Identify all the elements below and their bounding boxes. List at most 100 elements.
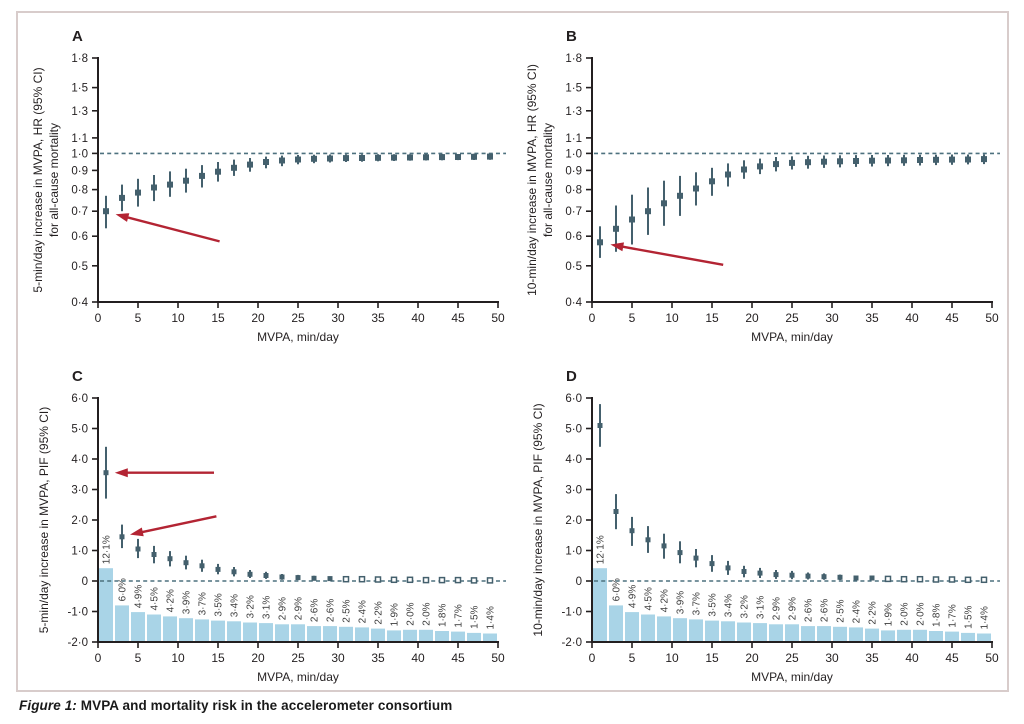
- point-marker: [805, 573, 811, 579]
- y-tick-label: 1·5: [565, 83, 582, 95]
- point-marker: [247, 161, 253, 168]
- x-tick-label: 45: [945, 651, 959, 665]
- y-tick-label: 2·0: [71, 515, 88, 527]
- y-tick-label: 1·0: [565, 148, 582, 160]
- histogram-bar: [323, 626, 337, 642]
- bar-percent-label: 2·6%: [326, 599, 337, 622]
- y-axis-label: 5-min/day increase in MVPA, PIF (95% CI): [37, 407, 51, 634]
- x-tick-label: 35: [371, 651, 385, 665]
- figure-caption-prefix: Figure 1:: [19, 698, 77, 713]
- point-marker: [789, 159, 795, 166]
- y-tick-label: 0·6: [71, 231, 88, 243]
- point-marker: [327, 155, 333, 162]
- point-marker: [263, 159, 269, 165]
- x-axis-label: MVPA, min/day: [751, 670, 833, 684]
- histogram-bar: [451, 631, 465, 642]
- x-tick-label: 20: [745, 311, 759, 325]
- bar-percent-label: 2·4%: [358, 600, 369, 623]
- x-tick-label: 40: [411, 651, 425, 665]
- histogram-bar: [721, 621, 735, 642]
- histogram-bar: [897, 629, 911, 642]
- bar-percent-label: 3·2%: [246, 595, 257, 618]
- point-marker: [327, 576, 333, 582]
- histogram-bar: [211, 620, 225, 642]
- point-marker: [406, 576, 414, 584]
- x-tick-label: 25: [291, 651, 305, 665]
- histogram-bar: [147, 614, 161, 642]
- bar-percent-label: 3·1%: [756, 596, 767, 619]
- bar-percent-label: 12·1%: [102, 535, 113, 564]
- panel-letter: A: [72, 28, 83, 45]
- point-marker: [661, 200, 667, 207]
- point-marker: [119, 194, 125, 201]
- histogram-bar: [467, 632, 481, 642]
- point-marker: [295, 575, 301, 581]
- point-marker: [390, 576, 398, 584]
- annotation-arrow: [610, 242, 724, 266]
- histogram-bar: [817, 626, 831, 642]
- y-tick-label: 5·0: [71, 424, 88, 436]
- bar-percent-label: 4·9%: [134, 585, 145, 608]
- x-tick-label: 30: [825, 311, 839, 325]
- bar-percent-label: 4·2%: [166, 589, 177, 612]
- histogram-bar: [833, 626, 847, 643]
- histogram-bar: [291, 624, 305, 642]
- y-tick-label: 1·0: [71, 546, 88, 558]
- x-tick-label: 35: [865, 651, 879, 665]
- bar-percent-label: 1·4%: [486, 606, 497, 629]
- y-tick-label: 0·8: [565, 185, 582, 197]
- point-marker: [597, 239, 603, 246]
- histogram-bar: [801, 626, 815, 642]
- bar-percent-label: 1·8%: [932, 604, 943, 627]
- point-marker: [981, 156, 987, 163]
- histogram-bar: [657, 616, 671, 642]
- point-marker: [407, 154, 413, 161]
- point-marker: [423, 154, 429, 161]
- x-tick-label: 40: [905, 311, 919, 325]
- bar-percent-label: 3·4%: [230, 594, 241, 617]
- y-axis-label: for all-cause mortality: [541, 123, 555, 237]
- panel-letter: B: [566, 28, 577, 45]
- point-marker: [135, 546, 141, 552]
- point-marker: [247, 571, 253, 577]
- bar-percent-label: 1·5%: [964, 605, 975, 628]
- y-tick-label: -2·0: [68, 637, 88, 649]
- histogram-bar: [849, 627, 863, 642]
- histogram-bar: [609, 605, 623, 642]
- point-marker: [869, 157, 875, 164]
- x-tick-label: 45: [451, 311, 465, 325]
- point-marker: [677, 550, 683, 556]
- y-tick-label: 1·8: [71, 53, 88, 65]
- bar-percent-label: 4·2%: [660, 589, 671, 612]
- point-marker: [263, 573, 269, 578]
- histogram-bar: [195, 619, 209, 642]
- x-tick-label: 30: [331, 311, 345, 325]
- point-marker: [279, 574, 285, 580]
- point-marker: [869, 575, 875, 581]
- y-tick-label: -1·0: [562, 607, 582, 619]
- point-marker: [853, 575, 859, 581]
- y-tick-label: 0·5: [565, 261, 582, 273]
- axes: 6·0 5·0 4·0 3·0 2·0 1·0 0 -1·0 -2·0 0 5 10 15 20 25 30 3…: [68, 393, 505, 665]
- histogram-bar: [419, 629, 433, 642]
- bar-percent-label: 3·7%: [692, 592, 703, 615]
- x-tick-label: 30: [825, 651, 839, 665]
- histogram-bar: [483, 633, 497, 642]
- point-marker: [358, 575, 366, 583]
- y-tick-label: 1·8: [565, 53, 582, 65]
- histogram-bar: [961, 632, 975, 642]
- y-tick-label: 1·1: [565, 133, 582, 145]
- x-tick-label: 0: [589, 311, 596, 325]
- y-tick-label: 4·0: [71, 454, 88, 466]
- bar-percent-label: 1·5%: [470, 605, 481, 628]
- x-tick-label: 50: [985, 651, 999, 665]
- x-tick-label: 20: [251, 651, 265, 665]
- histogram-bar: [881, 630, 895, 642]
- y-tick-label: 0: [576, 576, 582, 588]
- histogram-bar: [403, 629, 417, 642]
- point-marker: [853, 158, 859, 164]
- x-tick-label: 25: [291, 311, 305, 325]
- y-tick-label: 0·8: [71, 185, 88, 197]
- point-marker: [167, 181, 173, 188]
- x-tick-label: 15: [211, 651, 225, 665]
